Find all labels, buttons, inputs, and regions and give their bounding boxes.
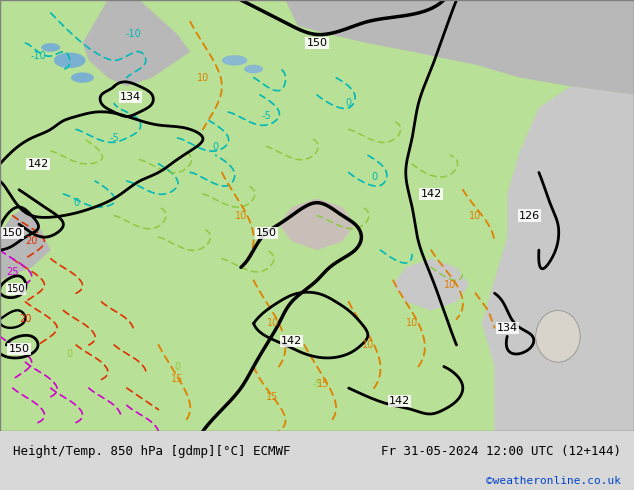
Text: 150: 150 bbox=[2, 228, 23, 238]
Text: -10: -10 bbox=[30, 51, 46, 61]
Text: 10: 10 bbox=[361, 340, 374, 350]
Text: ©weatheronline.co.uk: ©weatheronline.co.uk bbox=[486, 476, 621, 486]
Ellipse shape bbox=[41, 43, 60, 52]
Text: 150: 150 bbox=[306, 38, 328, 48]
Text: 150: 150 bbox=[256, 228, 277, 238]
Text: 150: 150 bbox=[8, 344, 30, 354]
Text: -5: -5 bbox=[261, 111, 271, 122]
Text: 10: 10 bbox=[469, 211, 482, 220]
Text: 15: 15 bbox=[266, 392, 279, 402]
Text: 20: 20 bbox=[25, 237, 38, 246]
Text: 142: 142 bbox=[420, 189, 442, 199]
Text: 0: 0 bbox=[174, 362, 181, 371]
Ellipse shape bbox=[54, 52, 86, 68]
Text: 15: 15 bbox=[171, 374, 184, 385]
Polygon shape bbox=[482, 86, 634, 431]
Text: -5: -5 bbox=[312, 379, 322, 389]
Text: 0: 0 bbox=[212, 142, 219, 151]
Text: 0: 0 bbox=[346, 98, 352, 108]
Text: 10: 10 bbox=[197, 73, 209, 83]
Text: Height/Temp. 850 hPa [gdmp][°C] ECMWF: Height/Temp. 850 hPa [gdmp][°C] ECMWF bbox=[13, 445, 290, 458]
Text: -5: -5 bbox=[109, 133, 119, 143]
Text: 142: 142 bbox=[389, 396, 410, 406]
Polygon shape bbox=[0, 207, 51, 280]
Text: 134: 134 bbox=[120, 92, 141, 102]
Ellipse shape bbox=[244, 65, 263, 74]
Text: 0: 0 bbox=[67, 348, 73, 359]
Text: Fr 31-05-2024 12:00 UTC (12+144): Fr 31-05-2024 12:00 UTC (12+144) bbox=[381, 445, 621, 458]
Polygon shape bbox=[285, 0, 634, 95]
Polygon shape bbox=[0, 0, 634, 431]
Text: 134: 134 bbox=[496, 323, 518, 333]
Text: 10: 10 bbox=[406, 318, 418, 328]
Text: 20: 20 bbox=[19, 314, 32, 324]
Text: 10: 10 bbox=[444, 280, 456, 290]
Text: 10: 10 bbox=[266, 318, 279, 328]
Ellipse shape bbox=[536, 311, 580, 362]
Text: 10: 10 bbox=[235, 211, 247, 220]
Ellipse shape bbox=[365, 97, 396, 110]
Text: 0: 0 bbox=[371, 172, 377, 182]
Text: 150: 150 bbox=[6, 284, 25, 294]
Ellipse shape bbox=[394, 81, 417, 92]
Polygon shape bbox=[393, 259, 469, 311]
Ellipse shape bbox=[434, 74, 453, 82]
Text: 25: 25 bbox=[6, 267, 19, 277]
Text: 142: 142 bbox=[281, 336, 302, 345]
Text: 15: 15 bbox=[317, 379, 330, 389]
Ellipse shape bbox=[222, 55, 247, 66]
Polygon shape bbox=[279, 198, 355, 250]
Text: 142: 142 bbox=[27, 159, 49, 169]
Text: 126: 126 bbox=[519, 211, 540, 220]
Ellipse shape bbox=[71, 73, 94, 83]
Text: 0: 0 bbox=[73, 197, 79, 208]
Text: -10: -10 bbox=[126, 29, 141, 40]
Polygon shape bbox=[82, 0, 190, 86]
